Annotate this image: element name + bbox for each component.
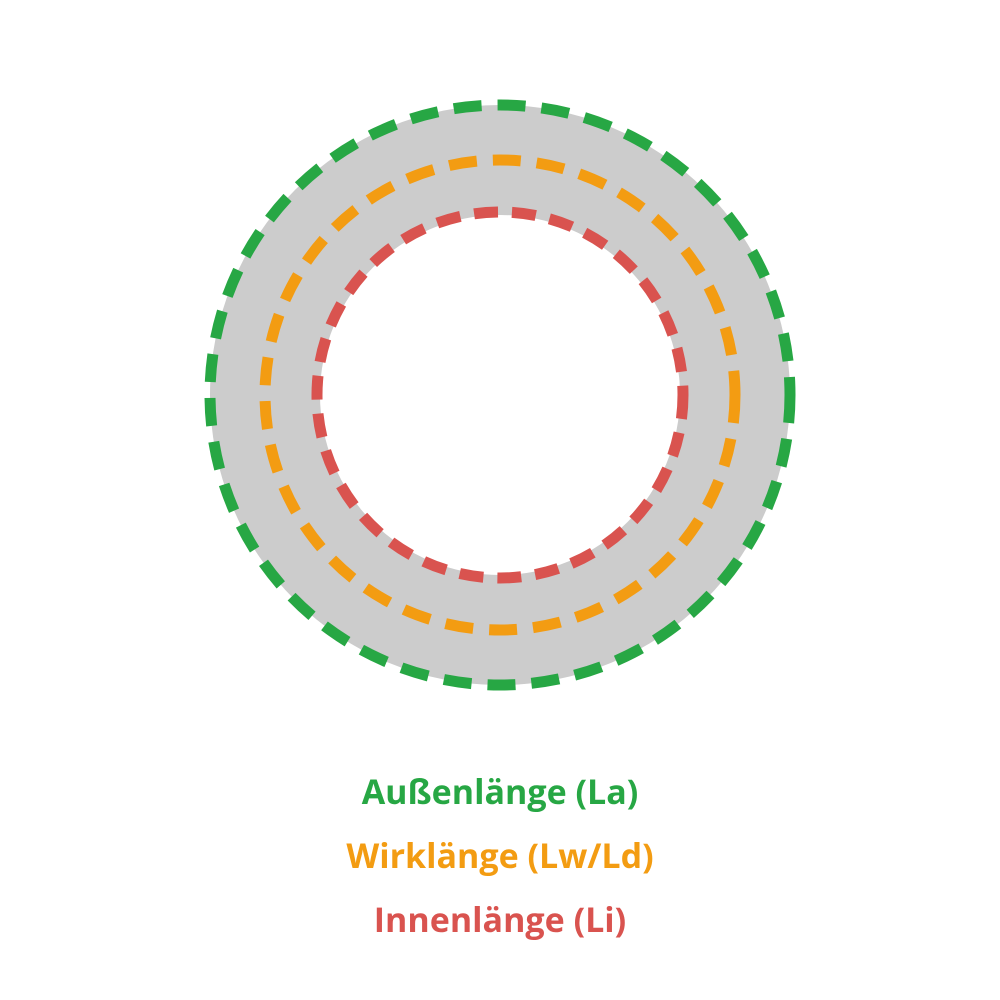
legend-outer: Außenlänge (La) [0, 768, 1000, 814]
legend-middle: Wirklänge (Lw/Ld) [0, 832, 1000, 878]
belt-length-diagram: Außenlänge (La) Wirklänge (Lw/Ld) Innenl… [0, 0, 1000, 1000]
legend-inner: Innenlänge (Li) [0, 896, 1000, 942]
